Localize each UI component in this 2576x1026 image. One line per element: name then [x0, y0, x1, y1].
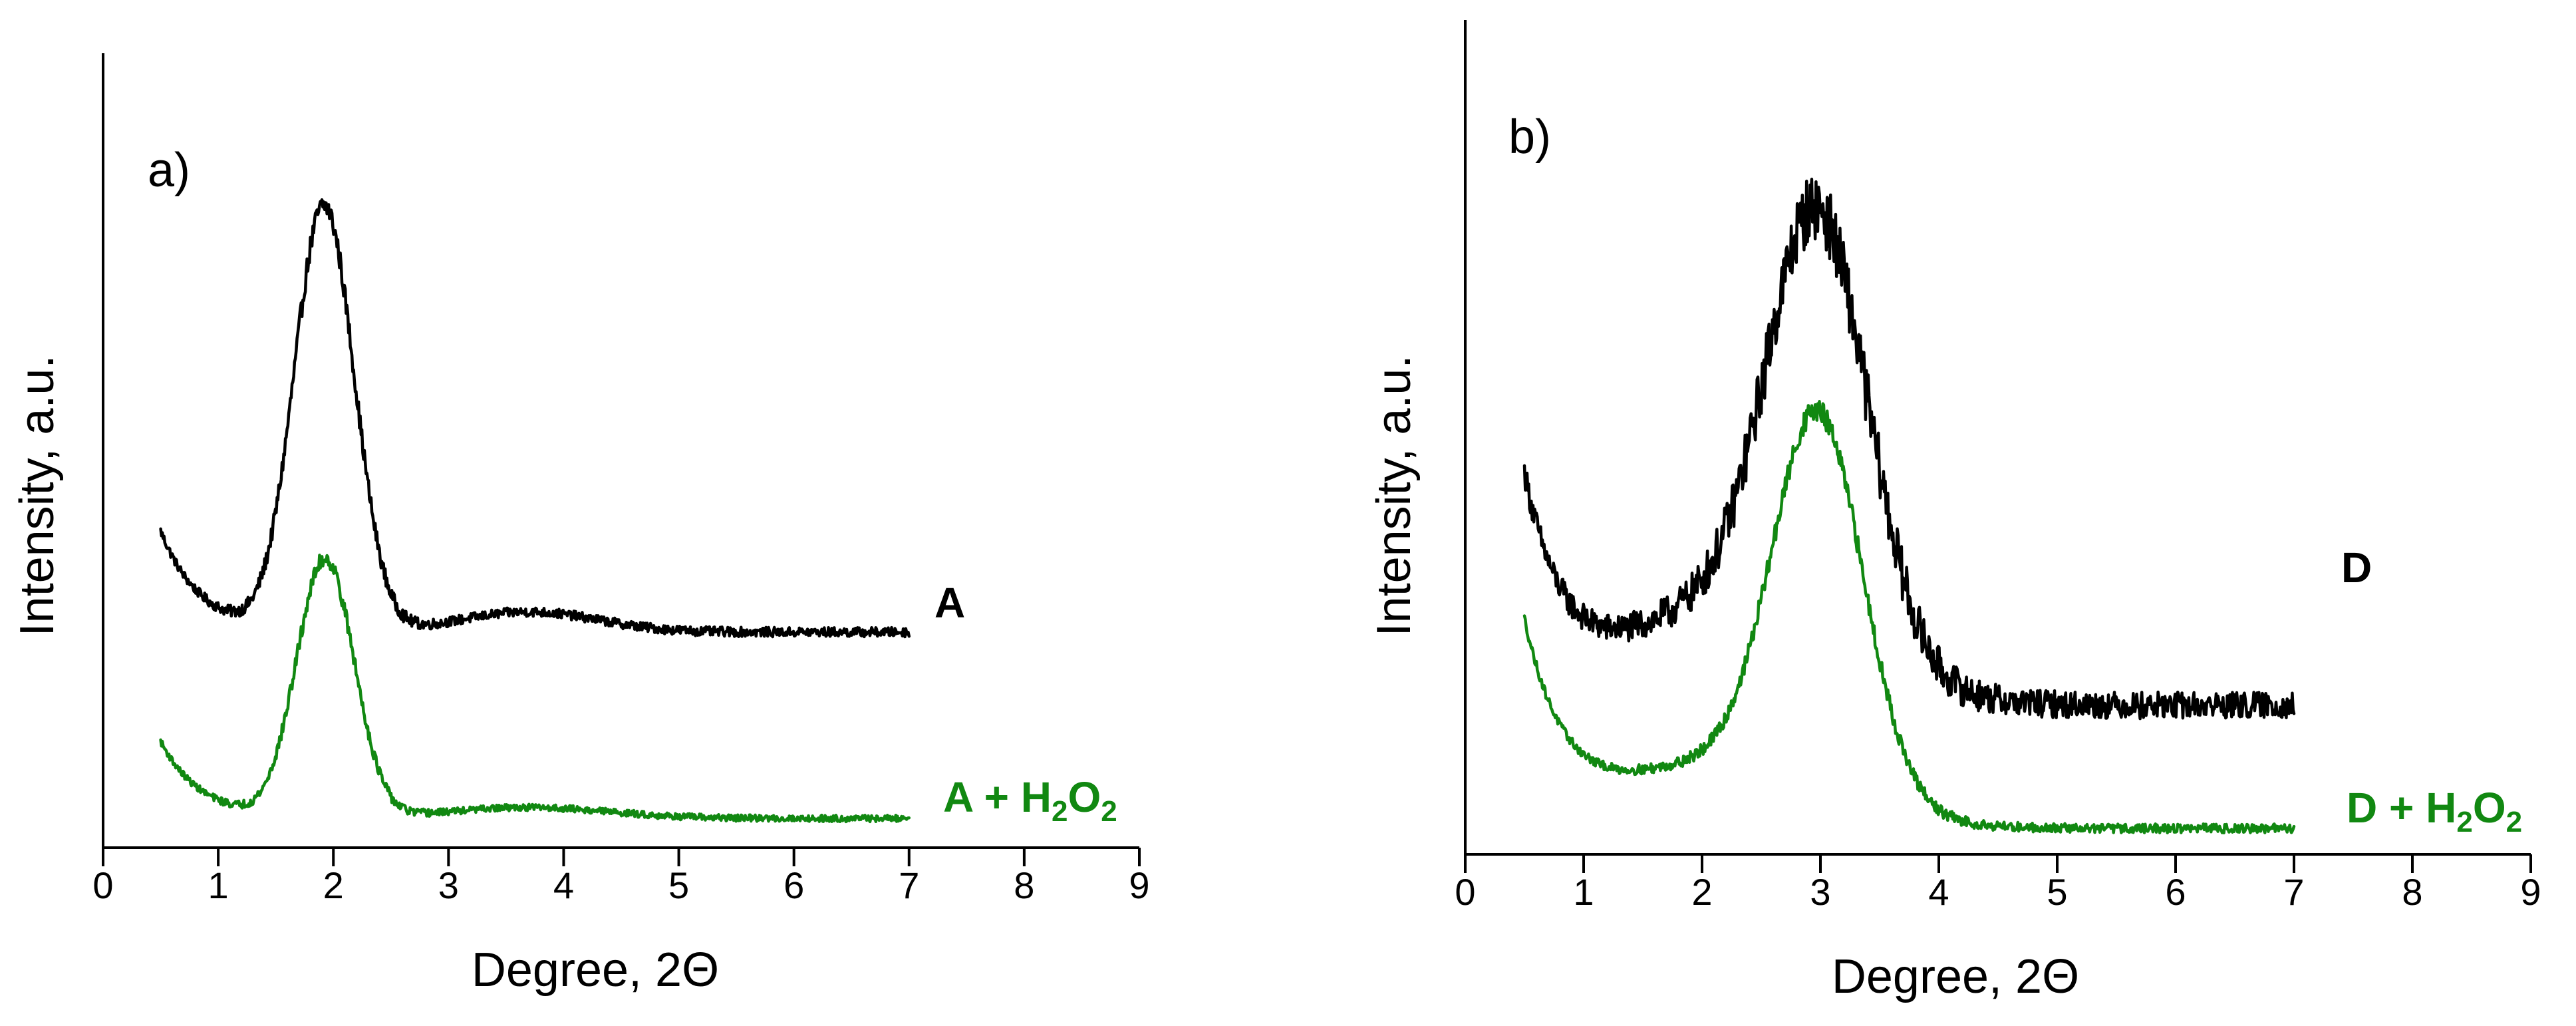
series-label-part: A [934, 579, 965, 627]
series-label-part: O [2473, 784, 2506, 832]
x-tick-label-1: 1 [208, 864, 229, 906]
series-label-part: D [2341, 544, 2372, 592]
series-label-part: 2 [2506, 806, 2522, 838]
panel-label: a) [148, 144, 190, 197]
x-axis-tick-labels: 0 1 2 3 4 5 6 7 8 9 [1455, 871, 2541, 913]
series-label-d-h2o2: D + H2O2 [2347, 784, 2522, 838]
panel-a: 0 1 2 3 4 5 6 7 8 9 a) Degree, 2Θ Intensity, a.u.… [11, 53, 1150, 997]
series-trace-d-h2o2 [1522, 400, 2296, 834]
series-label-part: D + H [2347, 784, 2456, 832]
series-trace-d [1522, 178, 2296, 721]
x-tick-label-9: 9 [1129, 864, 1149, 906]
x-axis-title: Degree, 2Θ [472, 943, 719, 997]
x-axis-ticks [102, 848, 1141, 866]
series-label-part: O [1068, 773, 1101, 821]
panel-b: 0 1 2 3 4 5 6 7 8 9 b) Degree, 2Θ Intensity, a.u.… [1367, 20, 2541, 1003]
x-tick-label-0: 0 [92, 864, 113, 906]
series-label-a: A [934, 579, 965, 627]
x-tick-label-7: 7 [899, 864, 919, 906]
series-trace-a [159, 198, 911, 639]
x-tick-label-3: 3 [438, 864, 459, 906]
x-tick-label-7: 7 [2283, 871, 2304, 913]
x-tick-label-6: 6 [784, 864, 804, 906]
series-label-part: 2 [1052, 795, 1068, 828]
x-tick-label-8: 8 [1014, 864, 1034, 906]
x-tick-label-5: 5 [668, 864, 689, 906]
x-tick-label-8: 8 [2402, 871, 2422, 913]
x-tick-label-1: 1 [1573, 871, 1594, 913]
x-tick-label-2: 2 [1691, 871, 1712, 913]
x-axis-title: Degree, 2Θ [1832, 950, 2079, 1003]
series-trace-a-h2o2 [159, 554, 911, 824]
x-axis-tick-labels: 0 1 2 3 4 5 6 7 8 9 [92, 864, 1149, 906]
series-label-part: 2 [2456, 806, 2472, 838]
series-label-d: D [2341, 544, 2372, 592]
x-tick-label-9: 9 [2520, 871, 2541, 913]
series-label-a-h2o2: A + H2O2 [943, 773, 1117, 828]
x-tick-label-2: 2 [323, 864, 344, 906]
y-axis-title: Intensity, a.u. [11, 355, 64, 637]
x-tick-label-0: 0 [1455, 871, 1475, 913]
series-label-part: A + H [943, 773, 1052, 821]
x-tick-label-6: 6 [2165, 871, 2186, 913]
series-label-part: 2 [1101, 795, 1117, 828]
x-tick-label-3: 3 [1810, 871, 1830, 913]
panel-label: b) [1508, 110, 1551, 164]
x-axis-ticks [1464, 854, 2532, 873]
x-tick-label-4: 4 [553, 864, 574, 906]
x-tick-label-5: 5 [2047, 871, 2067, 913]
x-tick-label-4: 4 [1928, 871, 1949, 913]
y-axis-title: Intensity, a.u. [1367, 355, 1421, 637]
